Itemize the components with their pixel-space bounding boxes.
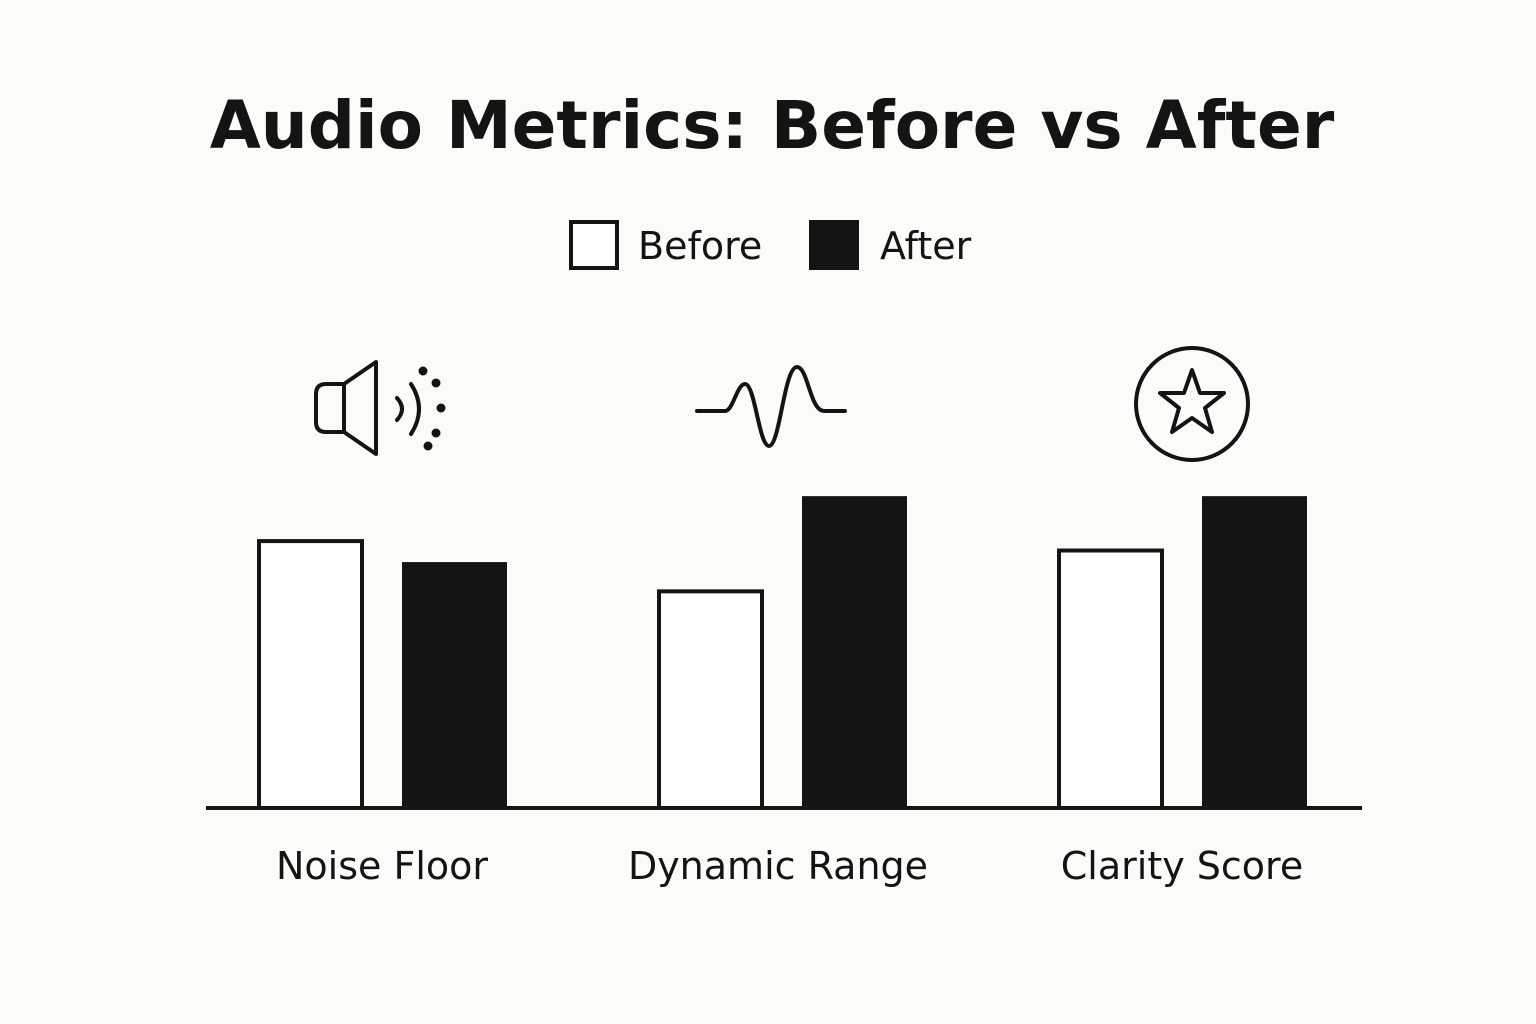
legend-swatch-after: [809, 220, 859, 270]
bar-before-clarity-score: [1057, 548, 1164, 811]
speaker-icon: [314, 360, 446, 456]
x-tick-label-dynamic-range: Dynamic Range: [628, 844, 928, 888]
bar-before-noise-floor: [257, 539, 364, 810]
x-tick-label-clarity-score: Clarity Score: [1061, 844, 1303, 888]
chart-title: Audio Metrics: Before vs After: [210, 87, 1335, 164]
x-tick-label-noise-floor: Noise Floor: [276, 844, 488, 888]
bars: [257, 496, 1307, 811]
star-badge-icon: [1134, 346, 1250, 462]
legend-swatch-before: [569, 220, 619, 270]
bar-after-noise-floor: [402, 562, 507, 810]
legend-label-before: Before: [638, 224, 762, 268]
bar-after-dynamic-range: [802, 496, 907, 809]
legend-label-after: After: [880, 224, 972, 268]
waveform-icon: [695, 365, 847, 448]
legend: Before After: [569, 220, 972, 270]
bar-after-clarity-score: [1202, 496, 1307, 809]
bar-before-dynamic-range: [657, 589, 764, 811]
